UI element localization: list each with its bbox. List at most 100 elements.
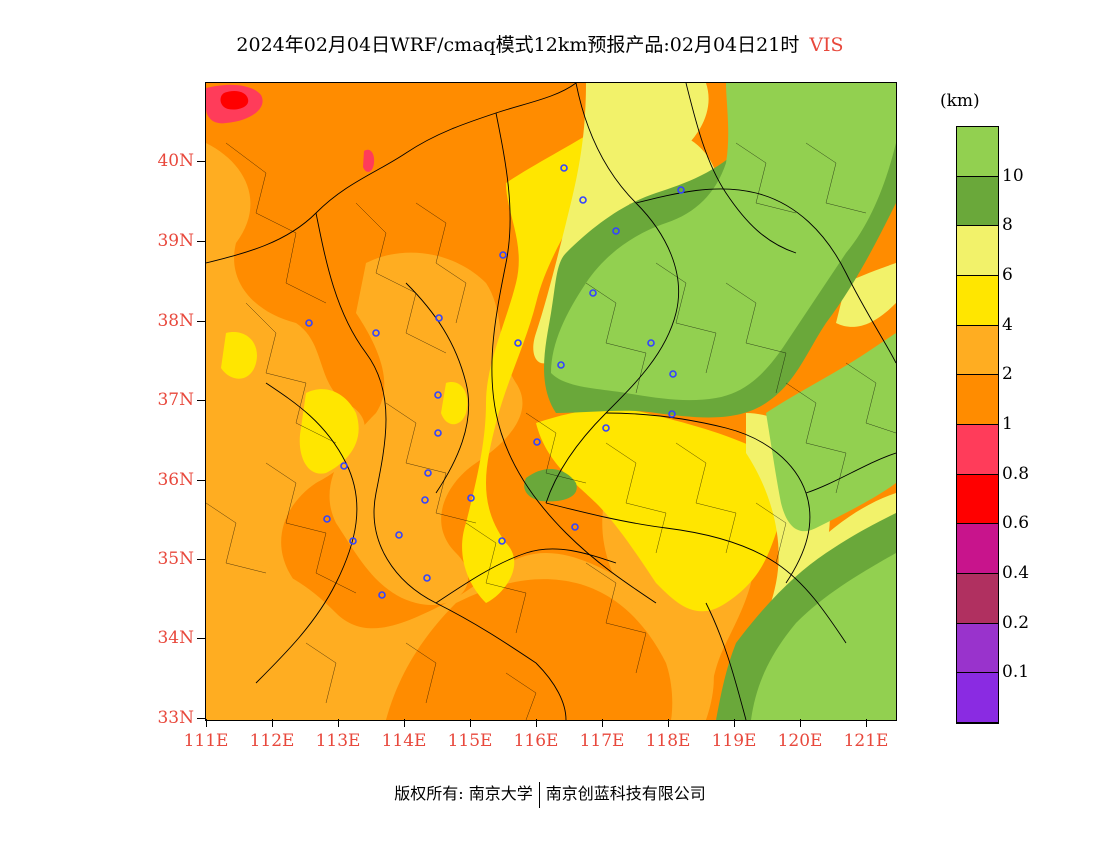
city-marker-icon xyxy=(421,496,429,504)
city-marker-icon xyxy=(434,391,442,399)
vis-zone-gt10km-east xyxy=(766,333,896,532)
lon-tick-114e xyxy=(404,719,405,727)
title-text: 2024年02月04日WRF/cmaq模式12km预报产品:02月04日21时 xyxy=(236,34,800,56)
legend-level-label: 6 xyxy=(1002,265,1013,285)
lat-label-40n: 40N xyxy=(157,151,194,171)
city-marker-icon xyxy=(557,361,565,369)
lon-label-112e: 112E xyxy=(249,731,295,751)
legend-level-label: 4 xyxy=(1002,314,1013,335)
lon-tick-121e xyxy=(866,719,867,727)
city-marker-icon xyxy=(467,494,475,502)
vis-zone-gt10km-se xyxy=(751,553,896,720)
city-marker-icon xyxy=(579,196,587,204)
city-marker-icon xyxy=(612,227,620,235)
lat-tick-33n xyxy=(197,718,205,719)
lon-tick-111e xyxy=(206,719,207,727)
province-boundaries xyxy=(206,83,896,720)
company-text: 南京创蓝科技有限公司 xyxy=(545,784,706,803)
lon-tick-119e xyxy=(734,719,735,727)
city-marker-icon xyxy=(372,329,380,337)
legend-swatch xyxy=(957,276,998,326)
vis-zone-0.8-1km-spot xyxy=(363,149,375,172)
legend-level-label: 10 xyxy=(1002,165,1024,186)
city-marker-icon xyxy=(305,319,313,327)
visibility-map xyxy=(206,83,896,720)
map-panel[interactable] xyxy=(205,82,897,721)
lon-label-120e: 120E xyxy=(777,731,823,751)
vis-zone-4-6km-west-patches xyxy=(221,332,468,474)
color-legend-bar xyxy=(956,126,999,724)
city-marker-icon xyxy=(677,186,685,194)
lon-tick-112e xyxy=(272,719,273,727)
city-marker-icon xyxy=(424,469,432,477)
lat-tick-38n xyxy=(197,321,205,322)
vis-zone-6-8km-coast xyxy=(806,263,896,593)
city-marker-icon xyxy=(434,429,442,437)
city-marker-icon xyxy=(395,531,403,539)
city-marker-icon xyxy=(423,574,431,582)
legend-swatch xyxy=(957,474,998,525)
legend-swatch xyxy=(957,375,998,425)
copyright-text: 版权所有: 南京大学 xyxy=(394,784,533,803)
city-marker-icon xyxy=(602,424,610,432)
legend-swatch xyxy=(957,574,998,624)
lon-label-113e: 113E xyxy=(315,731,361,751)
lat-label-36n: 36N xyxy=(157,470,194,490)
city-marker-icon xyxy=(571,523,579,531)
lat-tick-40n xyxy=(197,161,205,162)
county-boundaries xyxy=(206,142,896,720)
lat-label-38n: 38N xyxy=(157,311,194,331)
lon-tick-113e xyxy=(338,719,339,727)
lon-tick-117e xyxy=(602,719,603,727)
lat-label-33n: 33N xyxy=(157,708,194,728)
city-marker-icon xyxy=(560,164,568,172)
legend-level-label: 0.1 xyxy=(1002,662,1030,683)
lat-label-35n: 35N xyxy=(157,549,194,569)
legend-level-label: 0.2 xyxy=(1002,612,1030,633)
vis-zone-4-6km-east xyxy=(536,408,786,612)
legend-swatch xyxy=(957,226,998,276)
lat-tick-36n xyxy=(197,480,205,481)
lat-label-39n: 39N xyxy=(157,231,194,251)
legend-swatch xyxy=(957,623,998,674)
city-marker-icon xyxy=(435,314,443,322)
legend-level-label: 0.8 xyxy=(1002,463,1030,484)
map-title: 2024年02月04日WRF/cmaq模式12km预报产品:02月04日21时 V… xyxy=(0,30,1080,57)
legend-swatch xyxy=(957,127,998,177)
lon-label-119e: 119E xyxy=(711,731,757,751)
copyright-footer: 版权所有: 南京大学 南京创蓝科技有限公司 xyxy=(0,780,1100,808)
lon-label-114e: 114E xyxy=(381,731,427,751)
vis-zone-8-10km-patch xyxy=(524,468,577,502)
lat-tick-37n xyxy=(197,400,205,401)
legend-unit: (km) xyxy=(940,91,980,111)
lon-label-116e: 116E xyxy=(513,731,559,751)
city-marker-icon xyxy=(349,537,357,545)
vis-zone-gt10km-north xyxy=(551,83,896,401)
lon-label-111e: 111E xyxy=(183,731,229,751)
city-marker-icon xyxy=(378,591,386,599)
city-marker-icon xyxy=(589,289,597,297)
legend-level-label: 0.6 xyxy=(1002,513,1030,534)
lon-label-117e: 117E xyxy=(579,731,625,751)
legend-level-label: 2 xyxy=(1002,364,1013,385)
vis-zone-0.6-0.8km-nw-core xyxy=(220,91,249,110)
legend-level-label: 8 xyxy=(1002,215,1013,236)
lon-label-115e: 115E xyxy=(447,731,493,751)
city-marker-icon xyxy=(668,410,676,418)
vis-zone-4-6km-central xyxy=(462,83,666,603)
legend-level-label: 1 xyxy=(1002,414,1013,434)
legend-swatch xyxy=(957,176,998,227)
footer-divider xyxy=(538,781,540,808)
vis-zone-2-4km-central xyxy=(329,252,523,605)
city-marker-icon xyxy=(340,462,348,470)
city-marker-icon xyxy=(498,537,506,545)
lat-tick-39n xyxy=(197,241,205,242)
legend-swatch xyxy=(957,524,998,574)
legend-swatch xyxy=(957,425,998,475)
city-marker-icon xyxy=(514,339,522,347)
lon-tick-116e xyxy=(536,719,537,727)
lon-tick-120e xyxy=(800,719,801,727)
city-marker-icon xyxy=(533,438,541,446)
lat-tick-35n xyxy=(197,559,205,560)
lon-tick-115e xyxy=(470,719,471,727)
